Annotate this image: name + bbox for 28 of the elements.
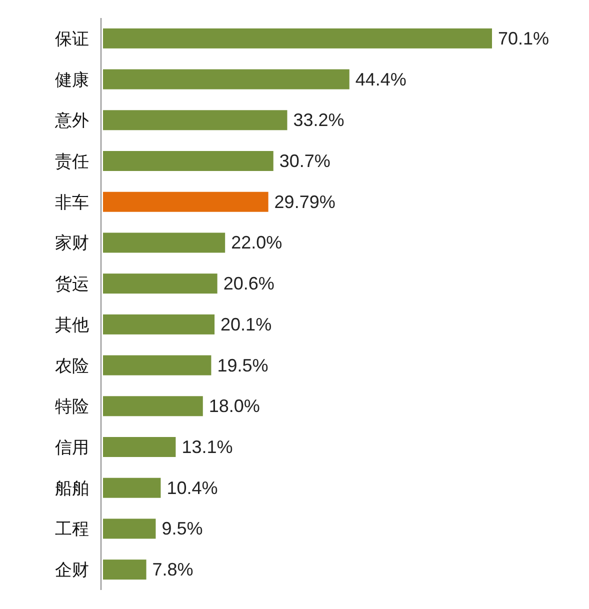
y-tick-label: 信用 xyxy=(55,438,89,457)
y-tick-label: 货运 xyxy=(55,274,89,294)
y-tick-label: 其他 xyxy=(55,315,89,334)
y-tick-label: 船舶 xyxy=(55,478,89,498)
data-label: 22.0% xyxy=(231,232,282,253)
y-tick-label: 责任 xyxy=(55,152,89,171)
data-label: 19.5% xyxy=(217,355,268,376)
data-label: 20.6% xyxy=(223,274,274,294)
y-tick-label: 家财 xyxy=(55,234,89,253)
data-label: 29.79% xyxy=(274,192,336,212)
data-label: 20.1% xyxy=(220,314,272,334)
y-tick-label: 特险 xyxy=(55,397,89,416)
y-tick-label: 健康 xyxy=(55,70,89,90)
data-label: 9.5% xyxy=(162,518,203,539)
y-tick-label: 非车 xyxy=(55,192,89,212)
data-label: 7.8% xyxy=(152,560,194,580)
y-tick-label: 工程 xyxy=(55,520,89,539)
y-tick-label: 意外 xyxy=(54,111,89,130)
y-tick-label: 保证 xyxy=(55,29,89,48)
data-label: 70.1% xyxy=(498,28,550,48)
data-label: 10.4% xyxy=(166,478,218,498)
data-label: 44.4% xyxy=(355,69,406,90)
data-label: 30.7% xyxy=(279,151,330,171)
data-label: 33.2% xyxy=(293,110,344,130)
data-label: 18.0% xyxy=(208,396,260,416)
data-label: 13.1% xyxy=(182,437,233,457)
y-tick-label: 企财 xyxy=(55,560,89,580)
y-tick-label: 农险 xyxy=(55,356,89,376)
